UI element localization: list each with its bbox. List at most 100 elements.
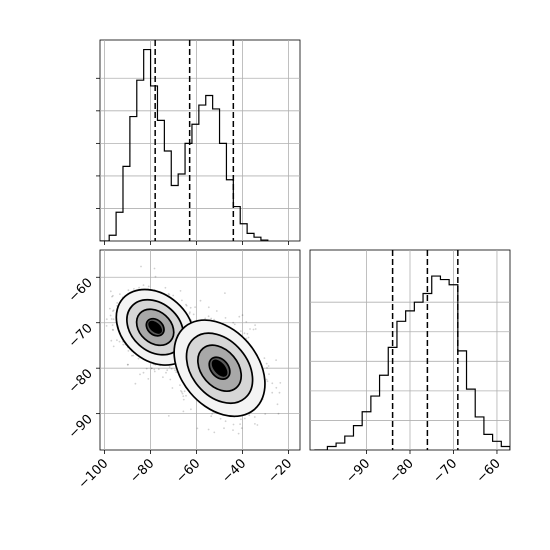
scatter-point: [92, 319, 94, 321]
hist1-bar-7: [151, 86, 158, 241]
scatter-point: [147, 285, 150, 288]
hist1-bar-19: [233, 207, 240, 241]
hist2-bar-20: [493, 441, 502, 450]
hist1-step-line: [100, 48, 269, 241]
scatter-density-peak-0: [148, 320, 163, 334]
scatter-point: [276, 403, 279, 406]
scatter-ytick-label-0: −60: [66, 275, 96, 305]
scatter-point: [112, 329, 114, 331]
scatter-point: [109, 314, 112, 317]
hist2-bar-16: [458, 351, 467, 450]
scatter-point: [267, 365, 270, 367]
scatter-point: [162, 376, 164, 379]
scatter-point: [112, 310, 114, 312]
scatter-point: [275, 386, 278, 389]
scatter-point: [189, 306, 192, 309]
scatter-point: [233, 323, 236, 326]
scatter-point: [239, 423, 242, 425]
scatter-point: [170, 367, 173, 370]
scatter-point: [210, 415, 213, 418]
hist2-step-line: [314, 275, 510, 450]
scatter-point: [240, 418, 242, 421]
scatter-ytick-label-2: −80: [66, 366, 96, 396]
scatter-point: [110, 318, 113, 320]
scatter-point: [254, 324, 256, 326]
scatter-xtick-label-1: −80: [127, 456, 157, 486]
scatter-point: [266, 380, 269, 383]
scatter-point: [275, 359, 277, 361]
hist2-xtick-label-2: −70: [430, 456, 460, 486]
scatter-point: [111, 295, 113, 298]
scatter-point: [204, 317, 207, 320]
scatter-point: [110, 339, 113, 342]
scatter-point: [109, 290, 112, 293]
scatter-point: [243, 332, 246, 335]
hist2-bar-9: [397, 321, 406, 450]
scatter-point: [153, 267, 156, 270]
scatter-point: [247, 336, 250, 339]
scatter-point: [207, 315, 210, 318]
scatter-point: [112, 309, 115, 312]
hist1-bar-16: [213, 109, 220, 241]
scatter-point: [232, 321, 235, 324]
scatter-point: [167, 415, 170, 417]
scatter-point: [196, 427, 199, 430]
scatter-point: [182, 395, 185, 398]
hist2-xtick-label-0: −90: [343, 456, 373, 486]
hist2-bar-6: [371, 396, 380, 450]
hist1-bar-14: [199, 105, 206, 241]
hist1-bar-9: [164, 151, 171, 241]
scatter-xtick-label-3: −40: [219, 456, 249, 486]
scatter-point: [164, 286, 167, 289]
scatter-point: [182, 398, 185, 401]
scatter-point: [213, 431, 216, 434]
scatter-point: [188, 312, 191, 315]
scatter-point: [199, 299, 202, 302]
top-left-histogram-panel: [96, 39, 301, 245]
scatter-point: [194, 306, 197, 308]
scatter-point: [224, 317, 227, 319]
hist1-bar-12: [185, 143, 192, 241]
scatter-point: [105, 318, 108, 321]
scatter-contour-line-0-3: [145, 317, 165, 337]
hist2-bar-18: [475, 417, 484, 450]
scatter-point: [151, 367, 153, 370]
hist2-bar-15: [449, 285, 458, 450]
scatter-point: [112, 345, 115, 348]
scatter-point: [153, 370, 156, 373]
scatter-ytick-label-1: −70: [66, 321, 96, 351]
scatter-point: [131, 354, 133, 357]
scatter-point: [139, 373, 141, 376]
scatter-point: [134, 382, 137, 385]
scatter-point: [126, 363, 129, 366]
scatter-point: [210, 317, 213, 320]
scatter-point: [268, 373, 270, 375]
hist1-bar-11: [178, 174, 185, 241]
hist1-bar-10: [171, 185, 178, 241]
scatter-point: [112, 294, 114, 297]
hist2-bar-19: [484, 434, 493, 450]
scatter-contour-line-1-1: [185, 332, 254, 405]
hist1-bar-15: [206, 96, 213, 241]
scatter-point: [169, 378, 172, 381]
top-left-histogram-ticks: [96, 77, 289, 245]
hist2-bar-2: [336, 443, 345, 450]
scatter-point: [185, 304, 188, 307]
scatter-point: [265, 378, 268, 381]
hist1-bar-13: [192, 124, 199, 241]
scatter-point: [223, 427, 225, 430]
scatter-point: [171, 387, 174, 389]
hist2-bar-4: [353, 426, 362, 450]
scatter-point: [277, 412, 280, 415]
hist1-bar-6: [144, 50, 151, 241]
scatter-point: [207, 428, 210, 431]
hist1-bar-17: [220, 143, 227, 241]
hist2-bar-11: [414, 302, 423, 450]
scatter-point: [167, 292, 170, 295]
scatter-point: [145, 367, 148, 370]
hist2-bar-14: [440, 280, 449, 450]
scatter-point: [211, 413, 214, 415]
scatter-point: [168, 293, 171, 296]
scatter-point: [241, 314, 244, 316]
